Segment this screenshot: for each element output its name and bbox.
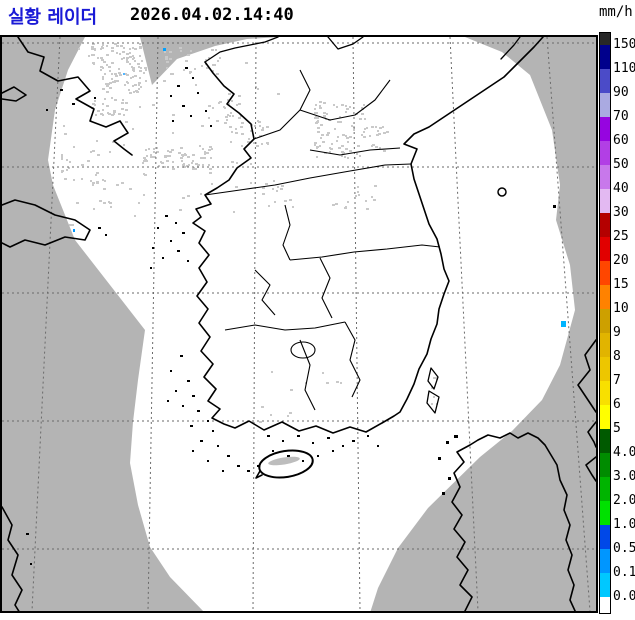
china-liaodong-coastline	[2, 37, 133, 156]
legend-segment	[600, 93, 610, 117]
legend-tick-label: 0.0	[613, 589, 635, 604]
legend-tick-label: 90	[613, 85, 629, 100]
legend-segment	[600, 357, 610, 381]
radar-coverage-area	[48, 37, 575, 611]
legend-segment	[600, 573, 610, 597]
legend-tick-label: 70	[613, 109, 629, 124]
timestamp: 2026.04.02.14:40	[130, 5, 294, 25]
blue-echo-dots	[73, 48, 566, 327]
legend-tick-label: 5	[613, 421, 621, 436]
province-boundaries	[204, 69, 441, 411]
legend-tick-label: 9	[613, 325, 621, 340]
legend-segment	[600, 165, 610, 189]
legend-tick-label: 7	[613, 373, 621, 388]
legend-tick-label: 6	[613, 397, 621, 412]
legend-tick-label: 40	[613, 181, 629, 196]
legend-tick-label: 110	[613, 61, 635, 76]
echo-dot	[123, 73, 125, 75]
legend-tick-label: 4.0	[613, 445, 635, 460]
legend-segment	[600, 405, 610, 429]
legend-segment	[600, 237, 610, 261]
legend-segment	[600, 549, 610, 573]
legend-tick-label: 150	[613, 37, 635, 52]
graticule-grid	[2, 37, 596, 611]
legend-segment	[600, 261, 610, 285]
tsushima-island	[426, 367, 440, 414]
legend-segment	[600, 141, 610, 165]
jeju-island	[258, 449, 314, 479]
legend-tick-label: 25	[613, 229, 629, 244]
legend-segment	[600, 597, 610, 613]
legend-segment	[600, 309, 610, 333]
legend-segment	[600, 117, 610, 141]
offshore-islands	[26, 67, 556, 565]
page-title: 실황 레이더	[8, 7, 98, 28]
legend-tick-label: 2.0	[613, 493, 635, 508]
legend-tick-label: 0.5	[613, 541, 635, 556]
legend-segment	[600, 525, 610, 549]
radar-map-canvas	[2, 37, 596, 611]
legend-color-bar	[599, 32, 611, 614]
unit-label: mm/h	[599, 4, 633, 20]
legend-tick-label: 60	[613, 133, 629, 148]
legend-tick-label: 8	[613, 349, 621, 364]
legend-tick-label: 30	[613, 205, 629, 220]
legend-tick-label: 20	[613, 253, 629, 268]
legend-segment	[600, 501, 610, 525]
china-shandong-coastline	[2, 199, 91, 248]
ulleungdo-island	[497, 187, 507, 197]
japan-honshu-coastline	[577, 339, 596, 482]
japan-kyushu-coastline	[451, 432, 576, 611]
legend-segment	[600, 285, 610, 309]
echo-dot	[561, 321, 566, 327]
jeju-tail	[255, 470, 263, 479]
legend-tick-label: 10	[613, 301, 629, 316]
legend-segment	[600, 429, 610, 453]
legend-tick-label: 15	[613, 277, 629, 292]
legend-segment	[600, 69, 610, 93]
echo-dot	[163, 48, 166, 51]
korea-coastline	[192, 37, 544, 434]
legend-segment	[600, 453, 610, 477]
legend-segment	[600, 45, 610, 69]
nk-border-rivers	[204, 37, 521, 63]
jeju-ridge	[268, 456, 300, 466]
legend-tick-label: 3.0	[613, 469, 635, 484]
legend-segment	[600, 213, 610, 237]
precip-legend: 150 110 90 70 60 50 40 30 25 20 15 10 9 8 7 6 5 4.0 3.0 2.0…	[599, 32, 635, 616]
legend-tick-label: 1.0	[613, 517, 635, 532]
china-south-coastline	[2, 506, 23, 611]
legend-segment	[600, 333, 610, 357]
legend-segment	[600, 477, 610, 501]
echo-dot	[73, 229, 75, 232]
top-bar: 실황 레이더 2026.04.02.14:40 mm/h	[0, 0, 635, 35]
legend-segment	[600, 381, 610, 405]
radar-map	[0, 35, 598, 613]
legend-tick-label: 0.1	[613, 565, 635, 580]
legend-tick-label: 50	[613, 157, 629, 172]
legend-segment	[600, 33, 610, 45]
legend-segment	[600, 189, 610, 213]
